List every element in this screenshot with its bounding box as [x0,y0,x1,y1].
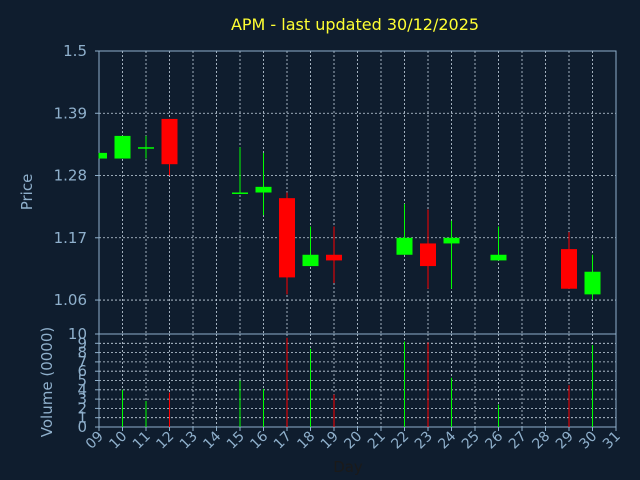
x-tick-label: 17 [271,429,295,453]
volume-bars [122,337,593,427]
volume-tick-label: 3 [77,390,87,408]
price-axis-label: Price [18,174,36,211]
x-tick-label: 12 [153,429,177,453]
x-ticks: 09 10 11 12 13 14 15 16 17 18 19 20 21 22 23 24 25 26 27 28… [83,427,624,452]
candle-body [584,271,601,295]
volume-tick-label: 6 [77,362,87,380]
x-tick-label: 22 [388,429,412,453]
x-tick-label: 19 [318,429,342,453]
x-tick-label: 29 [553,429,577,453]
chart-title: APM - last updated 30/12/2025 [231,15,479,34]
x-tick-label: 27 [506,429,530,453]
x-tick-label: 13 [177,429,201,453]
candle-body [302,254,319,267]
volume-axis-label: Volume (0000) [38,327,56,437]
candle-body [561,249,577,289]
x-tick-label: 24 [435,428,459,452]
price-tick-label: 1.5 [63,42,87,60]
x-tick-label: 30 [576,429,600,453]
price-tick-label: 1.06 [54,291,87,309]
candle-body [443,237,460,244]
candle-body [138,147,154,149]
volume-tick-label: 1 [77,409,87,427]
x-tick-label: 23 [412,429,436,453]
x-tick-label: 20 [341,429,365,453]
x-tick-label: 18 [294,429,318,453]
candle-body [396,237,413,255]
x-tick-label: 28 [529,429,553,453]
candles [98,118,601,301]
candle-body [420,243,436,267]
volume-tick-label: 0 [77,418,87,436]
volume-tick-label: 5 [77,372,87,390]
volume-tick-label: 10 [68,325,87,343]
x-tick-label: 26 [482,428,506,452]
candle-body [99,152,107,159]
price-tick-label: 1.39 [54,104,87,122]
price-tick-label: 1.28 [54,167,87,185]
volume-tick-label: 7 [77,353,87,371]
x-axis-label: Day [333,458,363,476]
x-tick-label: 11 [130,429,154,453]
price-grid [99,50,616,334]
volume-tick-label: 4 [77,381,87,399]
x-tick-label: 25 [459,429,483,453]
volume-grid [99,333,616,428]
volume-tick-label: 9 [77,334,87,352]
x-tick-label: 10 [106,429,130,453]
candle-body [490,254,507,261]
candle-body [232,192,248,194]
volume-tick-label: 8 [77,344,87,362]
candle-body [161,118,178,165]
price-tick-label: 1.17 [54,229,87,247]
price-y-ticks: 1.06 1.17 1.28 1.39 1.5 [54,42,99,309]
candle-body [279,198,295,278]
volume-tick-label: 2 [77,399,87,417]
x-tick-label: 31 [600,429,624,453]
candle-body [326,254,342,261]
candle-body [114,135,131,159]
candle-body [255,186,272,193]
x-tick-label: 16 [247,428,271,452]
x-tick-label: 21 [365,429,389,453]
x-tick-label: 15 [224,429,248,453]
x-tick-label: 14 [200,428,224,452]
